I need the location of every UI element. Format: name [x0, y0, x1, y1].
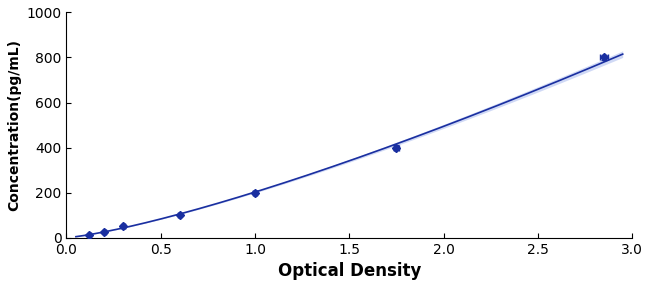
X-axis label: Optical Density: Optical Density	[278, 262, 421, 280]
Y-axis label: Concentration(pg/mL): Concentration(pg/mL)	[7, 39, 21, 211]
